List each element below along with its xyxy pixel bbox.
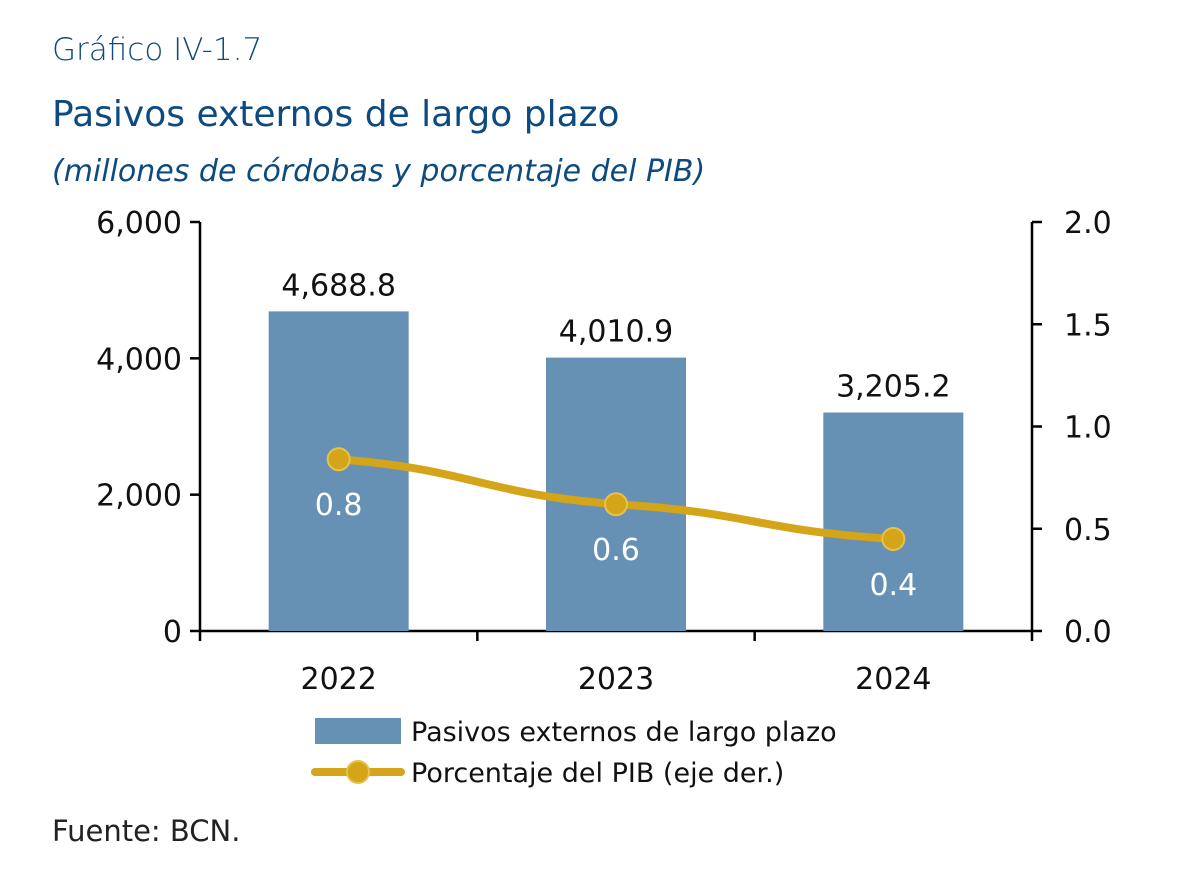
y-right-tick-label: 1.5 [1064, 308, 1112, 343]
source-note: Fuente: BCN. [52, 814, 241, 848]
y-left-tick-label: 4,000 [96, 342, 182, 377]
line-data-label: 0.4 [869, 568, 917, 603]
y-left-tick-label: 0 [163, 615, 182, 650]
bar-series [268, 311, 964, 631]
legend-bar-swatch [315, 718, 401, 744]
chart-title: Pasivos externos de largo plazo [52, 94, 620, 135]
y-right-tick-label: 0.0 [1064, 615, 1112, 650]
y-right-tick-label: 1.0 [1064, 411, 1112, 446]
legend-line-marker [346, 760, 370, 784]
bar-data-label: 4,010.9 [559, 315, 674, 350]
y-right-tick-label: 2.0 [1064, 206, 1112, 241]
chart-legend: Pasivos externos de largo plazo Porcentaj… [311, 717, 837, 789]
legend-bar-label: Pasivos externos de largo plazo [411, 717, 837, 748]
chart-kicker: Gráfico IV-1.7 [52, 32, 263, 68]
y-left-tick-label: 2,000 [96, 479, 182, 514]
line-point [881, 526, 906, 551]
line-data-label: 0.8 [315, 488, 363, 523]
x-tick-label: 2022 [300, 662, 376, 697]
y-right-tick-label: 0.5 [1064, 513, 1112, 548]
chart-subtitle: (millones de córdobas y porcentaje del P… [52, 154, 706, 189]
x-tick-label: 2024 [855, 662, 931, 697]
line-data-label: 0.6 [592, 533, 640, 568]
line-point [326, 447, 351, 472]
legend-line-label: Porcentaje del PIB (eje der.) [411, 758, 784, 789]
line-series: 0.8 0.6 0.4 [315, 447, 917, 603]
bar-data-labels: 4,688.8 4,010.9 3,205.2 [281, 268, 950, 404]
y-left-tick-label: 6,000 [96, 206, 182, 241]
bar-data-label: 3,205.2 [836, 370, 951, 405]
bar [823, 412, 964, 631]
bar-data-label: 4,688.8 [281, 268, 396, 303]
line-point [604, 492, 628, 517]
x-tick-label: 2023 [578, 662, 654, 697]
